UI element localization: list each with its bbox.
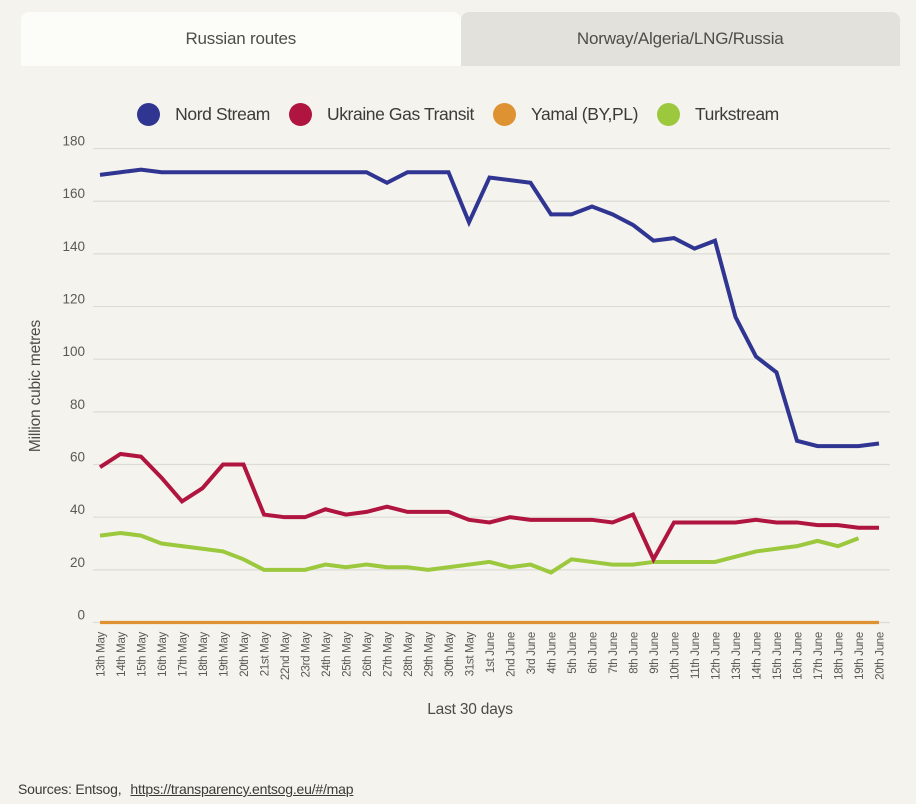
svg-text:80: 80 — [70, 397, 85, 412]
svg-text:26th May: 26th May — [362, 631, 374, 676]
svg-text:19th May: 19th May — [219, 631, 231, 676]
x-axis-title: Last 30 days — [427, 701, 513, 718]
svg-text:4th June: 4th June — [547, 632, 559, 674]
series-line-1 — [98, 451, 879, 564]
svg-text:13th June: 13th June — [731, 632, 743, 680]
legend-dot-yamal — [493, 102, 517, 126]
legend-dot-turkstream — [657, 102, 680, 126]
tab-russian-routes[interactable]: Russian routes — [21, 12, 461, 66]
svg-text:2nd June: 2nd June — [506, 632, 518, 677]
svg-text:19th June: 19th June — [854, 632, 866, 680]
y-tick-labels: 0 20 40 60 80 100 120 140 160 180 — [62, 134, 85, 623]
sources-footer: Sources: Entsog, https://transparency.ent… — [18, 781, 354, 797]
svg-text:31st May: 31st May — [465, 631, 477, 676]
svg-text:25th May: 25th May — [342, 631, 354, 676]
svg-text:3rd June: 3rd June — [526, 632, 538, 674]
legend-label-nord-stream: Nord Stream — [175, 103, 270, 124]
svg-text:30th May: 30th May — [444, 631, 456, 676]
svg-text:20th June: 20th June — [875, 632, 887, 680]
svg-text:14th May: 14th May — [116, 631, 128, 676]
series-line-3 — [99, 530, 860, 575]
legend-item-yamal[interactable]: Yamal (BY,PL) — [493, 102, 638, 126]
svg-text:7th June: 7th June — [608, 632, 620, 674]
svg-text:1st June: 1st June — [485, 632, 497, 673]
chart-legend: Nord Stream Ukraine Gas Transit Yamal (B… — [0, 99, 916, 129]
svg-text:18th June: 18th June — [834, 632, 846, 680]
svg-text:8th June: 8th June — [629, 632, 641, 674]
svg-text:18th May: 18th May — [198, 631, 210, 676]
svg-text:20: 20 — [70, 555, 85, 570]
svg-text:15th May: 15th May — [137, 631, 149, 676]
svg-text:22nd May: 22nd May — [280, 631, 292, 680]
legend-dot-ukraine-gas-transit — [288, 102, 312, 126]
x-tick-labels: 13th May 14th May 15th May 16th May 17th May… — [96, 631, 887, 680]
svg-text:14th June: 14th June — [752, 632, 764, 680]
series-lines — [98, 167, 880, 625]
tab-russian-routes-label: Russian routes — [185, 29, 297, 48]
svg-text:40: 40 — [70, 502, 85, 517]
svg-text:23rd May: 23rd May — [301, 631, 313, 677]
svg-text:60: 60 — [70, 450, 85, 465]
svg-text:24th May: 24th May — [321, 631, 333, 676]
svg-text:15th June: 15th June — [772, 632, 784, 680]
tab-norway-algeria-lng-russia-label: Norway/Algeria/LNG/Russia — [576, 29, 784, 48]
svg-text:10th June: 10th June — [670, 632, 682, 680]
svg-text:180: 180 — [62, 134, 85, 149]
svg-text:29th May: 29th May — [424, 631, 436, 676]
legend-item-turkstream[interactable]: Turkstream — [657, 102, 779, 126]
legend-dot-nord-stream — [137, 102, 161, 126]
svg-text:9th June: 9th June — [649, 632, 661, 674]
svg-text:11th June: 11th June — [690, 632, 702, 679]
legend-label-turkstream: Turkstream — [695, 103, 779, 124]
svg-text:17th June: 17th June — [813, 632, 825, 680]
svg-text:16th June: 16th June — [793, 632, 805, 680]
svg-text:120: 120 — [62, 292, 85, 307]
svg-text:20th May: 20th May — [239, 631, 251, 676]
svg-text:140: 140 — [62, 239, 85, 254]
legend-item-ukraine-gas-transit[interactable]: Ukraine Gas Transit — [288, 102, 475, 126]
sources-link[interactable]: https://transparency.entsog.eu/#/map — [130, 781, 354, 797]
svg-text:160: 160 — [62, 186, 85, 201]
svg-text:13th May: 13th May — [96, 631, 108, 676]
svg-text:12th June: 12th June — [711, 632, 723, 680]
tab-norway-algeria-lng-russia[interactable]: Norway/Algeria/LNG/Russia — [460, 12, 900, 66]
tab-bar: Russian routes Norway/Algeria/LNG/Russia — [21, 12, 900, 66]
series-line-0 — [99, 167, 880, 449]
svg-text:6th June: 6th June — [588, 632, 600, 674]
legend-label-ukraine-gas-transit: Ukraine Gas Transit — [326, 103, 475, 124]
svg-text:0: 0 — [77, 608, 85, 623]
svg-text:17th May: 17th May — [178, 631, 190, 676]
line-chart: 0 20 40 60 80 100 120 140 160 180 13th May 14th May… — [62, 134, 890, 680]
svg-text:16th May: 16th May — [157, 631, 169, 676]
legend-item-nord-stream[interactable]: Nord Stream — [137, 102, 270, 126]
svg-text:27th May: 27th May — [383, 631, 395, 676]
svg-text:100: 100 — [62, 344, 85, 359]
svg-text:21st May: 21st May — [260, 631, 272, 676]
svg-text:5th June: 5th June — [567, 632, 579, 674]
svg-text:28th May: 28th May — [403, 631, 415, 676]
legend-label-yamal: Yamal (BY,PL) — [531, 103, 638, 124]
sources-label: Sources: Entsog, — [18, 781, 122, 797]
